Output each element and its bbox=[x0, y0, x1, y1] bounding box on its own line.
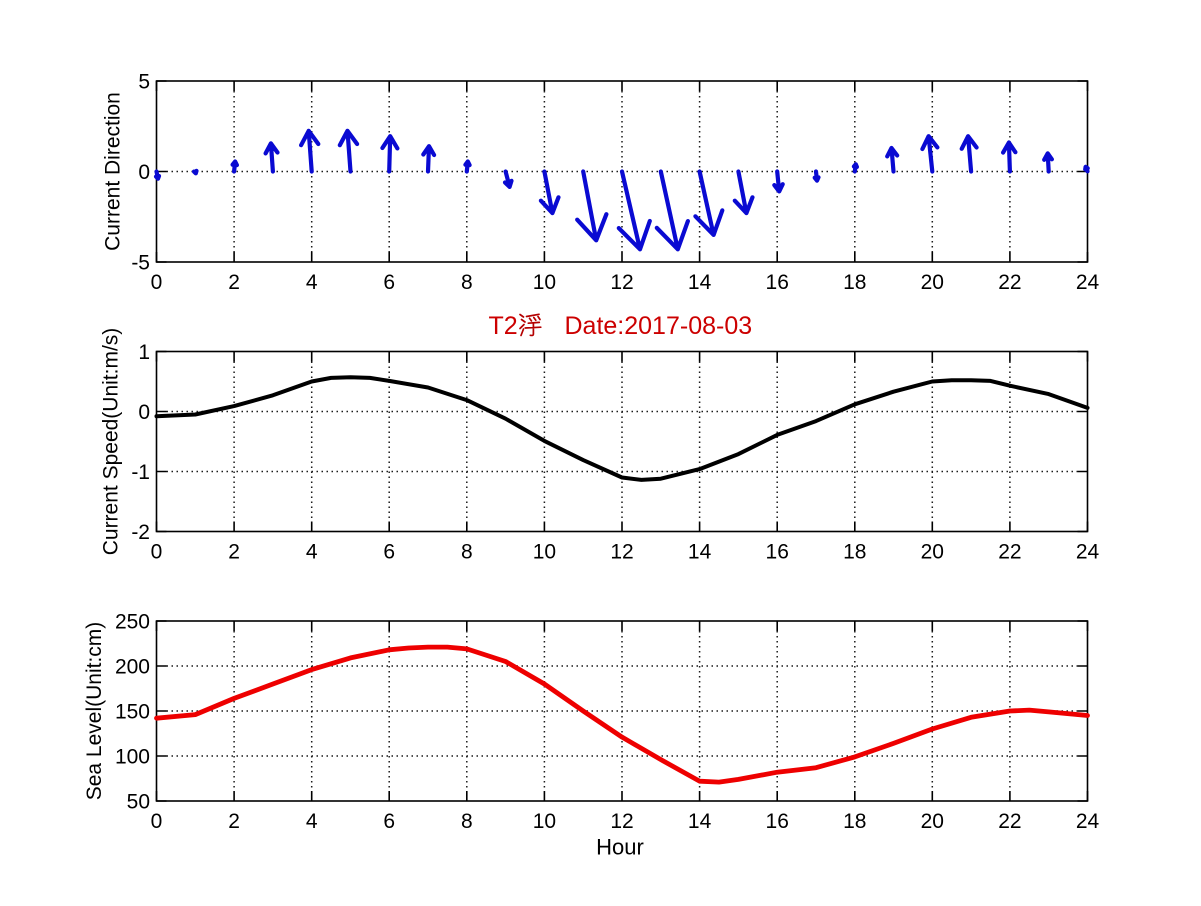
svg-text:Current Speed(Unit:m/s): Current Speed(Unit:m/s) bbox=[100, 328, 123, 556]
svg-text:8: 8 bbox=[461, 810, 473, 833]
svg-text:-1: -1 bbox=[131, 461, 150, 484]
svg-text:Hour: Hour bbox=[596, 835, 644, 860]
svg-text:0: 0 bbox=[138, 401, 150, 424]
svg-text:250: 250 bbox=[115, 611, 150, 634]
svg-text:6: 6 bbox=[383, 541, 395, 564]
svg-text:14: 14 bbox=[688, 810, 712, 833]
svg-text:20: 20 bbox=[921, 271, 944, 294]
svg-text:2: 2 bbox=[228, 271, 240, 294]
svg-text:8: 8 bbox=[461, 271, 473, 294]
svg-text:150: 150 bbox=[115, 701, 150, 724]
svg-text:2: 2 bbox=[228, 810, 240, 833]
svg-text:16: 16 bbox=[766, 271, 789, 294]
svg-text:Date:2017-08-03: Date:2017-08-03 bbox=[565, 312, 753, 340]
svg-text:T2: T2 bbox=[489, 312, 518, 340]
svg-text:10: 10 bbox=[533, 541, 556, 564]
svg-text:10: 10 bbox=[533, 810, 556, 833]
svg-text:200: 200 bbox=[115, 656, 150, 679]
svg-text:24: 24 bbox=[1076, 810, 1100, 833]
svg-text:0: 0 bbox=[151, 271, 163, 294]
svg-text:4: 4 bbox=[306, 271, 318, 294]
svg-text:16: 16 bbox=[766, 541, 789, 564]
svg-text:20: 20 bbox=[921, 810, 944, 833]
svg-text:16: 16 bbox=[766, 810, 789, 833]
svg-text:Sea Level(Unit:cm): Sea Level(Unit:cm) bbox=[83, 622, 106, 801]
svg-text:22: 22 bbox=[998, 541, 1021, 564]
svg-text:-5: -5 bbox=[131, 252, 150, 275]
svg-text:1: 1 bbox=[138, 341, 150, 364]
svg-text:5: 5 bbox=[138, 71, 150, 94]
svg-text:18: 18 bbox=[843, 271, 866, 294]
svg-text:6: 6 bbox=[383, 271, 395, 294]
svg-text:0: 0 bbox=[151, 541, 163, 564]
svg-text:4: 4 bbox=[306, 541, 318, 564]
svg-text:20: 20 bbox=[921, 541, 944, 564]
svg-text:10: 10 bbox=[533, 271, 556, 294]
svg-text:0: 0 bbox=[138, 161, 150, 184]
svg-text:18: 18 bbox=[843, 810, 866, 833]
svg-text:12: 12 bbox=[610, 541, 633, 564]
svg-text:Current Direction: Current Direction bbox=[102, 92, 125, 251]
svg-text:8: 8 bbox=[461, 541, 473, 564]
svg-text:2: 2 bbox=[228, 541, 240, 564]
svg-text:12: 12 bbox=[610, 271, 633, 294]
svg-text:4: 4 bbox=[306, 810, 318, 833]
svg-text:14: 14 bbox=[688, 271, 712, 294]
svg-text:18: 18 bbox=[843, 541, 866, 564]
svg-text:22: 22 bbox=[998, 271, 1021, 294]
svg-text:24: 24 bbox=[1076, 271, 1100, 294]
svg-text:100: 100 bbox=[115, 746, 150, 769]
svg-text:22: 22 bbox=[998, 810, 1021, 833]
svg-text:12: 12 bbox=[610, 810, 633, 833]
svg-text:14: 14 bbox=[688, 541, 712, 564]
svg-text:50: 50 bbox=[127, 791, 150, 814]
svg-text:0: 0 bbox=[151, 810, 163, 833]
svg-text:6: 6 bbox=[383, 810, 395, 833]
svg-text:24: 24 bbox=[1076, 541, 1100, 564]
svg-text:-2: -2 bbox=[131, 521, 150, 544]
